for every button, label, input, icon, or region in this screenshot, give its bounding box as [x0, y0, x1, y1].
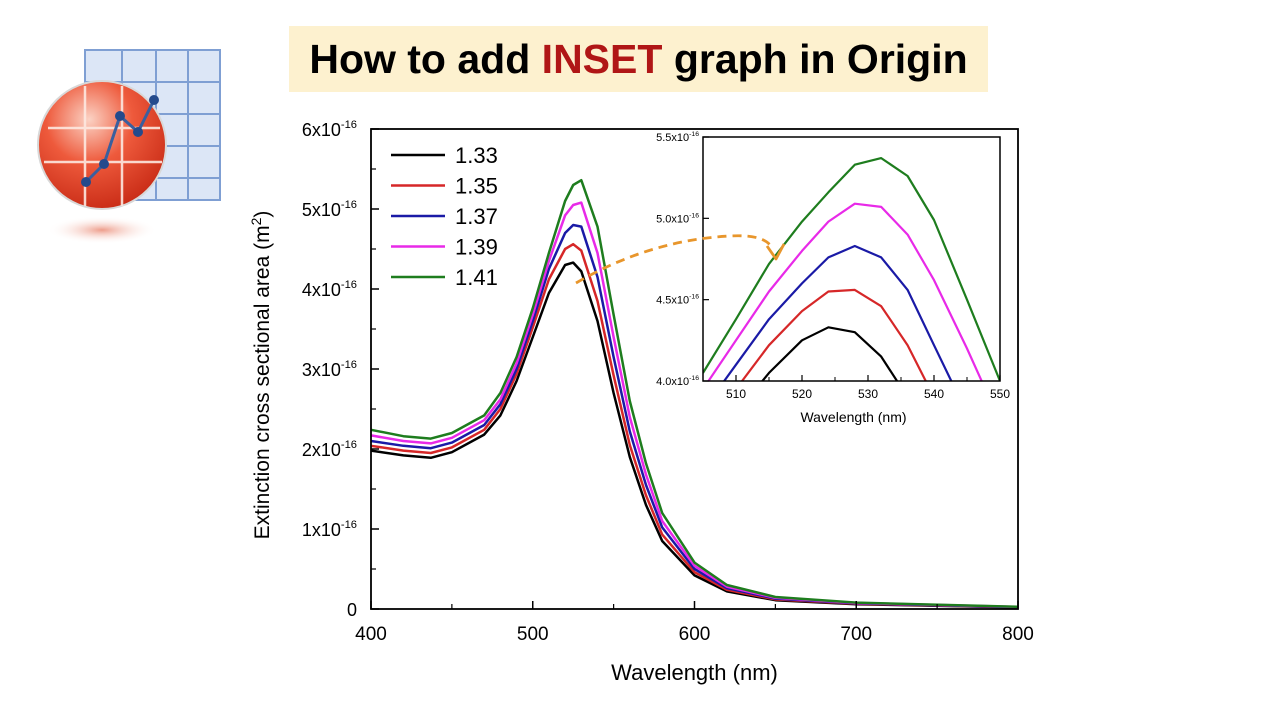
x-tick-label: 800 — [1002, 624, 1034, 645]
legend-label-1.35: 1.35 — [455, 174, 498, 199]
y-tick-label: 1x10-16 — [302, 519, 357, 540]
inset-y-tick-label: 4.0x10-16 — [656, 375, 699, 388]
inset-frame — [702, 136, 1001, 382]
y-tick-label: 4x10-16 — [302, 279, 357, 300]
inset-y-tick-label: 4.5x10-16 — [656, 294, 699, 307]
inset-series-line-1.33 — [760, 326, 899, 381]
y-tick-label: 0 — [347, 600, 357, 620]
inset-series-line-1.35 — [740, 288, 927, 381]
title-banner: How to add INSET graph in Origin — [289, 26, 988, 92]
plot-frame — [370, 128, 1019, 610]
x-tick-label: 700 — [840, 624, 872, 645]
legend-label-1.39: 1.39 — [455, 235, 498, 260]
legend-label-1.33: 1.33 — [455, 143, 498, 168]
arrow-dashed-curve — [575, 234, 774, 285]
callout-arrow — [575, 234, 786, 285]
y-axis-label: Extinction cross sectional area (m2) — [248, 211, 274, 540]
origin-app-logo-icon — [37, 49, 221, 244]
title-highlight: INSET — [541, 35, 663, 82]
inset-plot: 510 520 530 540 550 4.0x10-16 4.5x10-16 5.0x10-… — [656, 131, 1010, 425]
x-tick-label: 400 — [355, 624, 387, 645]
x-tick-label: 600 — [679, 624, 711, 645]
legend-label-1.37: 1.37 — [455, 204, 498, 229]
inset-x-tick-label: 520 — [792, 387, 812, 401]
series-line-1.33 — [370, 261, 1019, 609]
x-axis-label: Wavelength (nm) — [611, 660, 778, 685]
main-plot: 400 500 600 700 800 0 1x10-16 2x10-16 3x10-16 4x1… — [248, 119, 1034, 685]
series-line-1.37 — [370, 223, 1019, 609]
y-tick-label: 3x10-16 — [302, 359, 357, 380]
inset-y-tick-label: 5.0x10-16 — [656, 212, 699, 225]
y-tick-label: 6x10-16 — [302, 119, 357, 140]
x-tick-label: 500 — [517, 624, 549, 645]
inset-x-axis-label: Wavelength (nm) — [800, 409, 906, 425]
y-tick-label: 5x10-16 — [302, 199, 357, 220]
inset-background — [703, 137, 1000, 381]
inset-y-tick-label: 5.5x10-16 — [656, 131, 699, 144]
inset-series-line-1.39 — [707, 202, 983, 381]
inset-x-tick-label: 510 — [726, 387, 746, 401]
inset-x-tick-label: 550 — [990, 387, 1010, 401]
y-tick-label: 2x10-16 — [302, 439, 357, 460]
series-line-1.39 — [370, 201, 1019, 609]
series-line-1.41 — [370, 178, 1019, 609]
series-line-1.35 — [370, 242, 1019, 609]
inset-series-line-1.41 — [703, 157, 1000, 381]
title-prefix: How to add — [309, 35, 531, 82]
arrow-head-icon — [765, 243, 786, 261]
inset-x-tick-label: 540 — [924, 387, 944, 401]
inset-lines — [703, 157, 1000, 381]
title-suffix: graph in Origin — [673, 35, 968, 82]
inset-series-line-1.37 — [722, 244, 953, 381]
inset-x-tick-label: 530 — [858, 387, 878, 401]
legend-label-1.41: 1.41 — [455, 265, 498, 290]
